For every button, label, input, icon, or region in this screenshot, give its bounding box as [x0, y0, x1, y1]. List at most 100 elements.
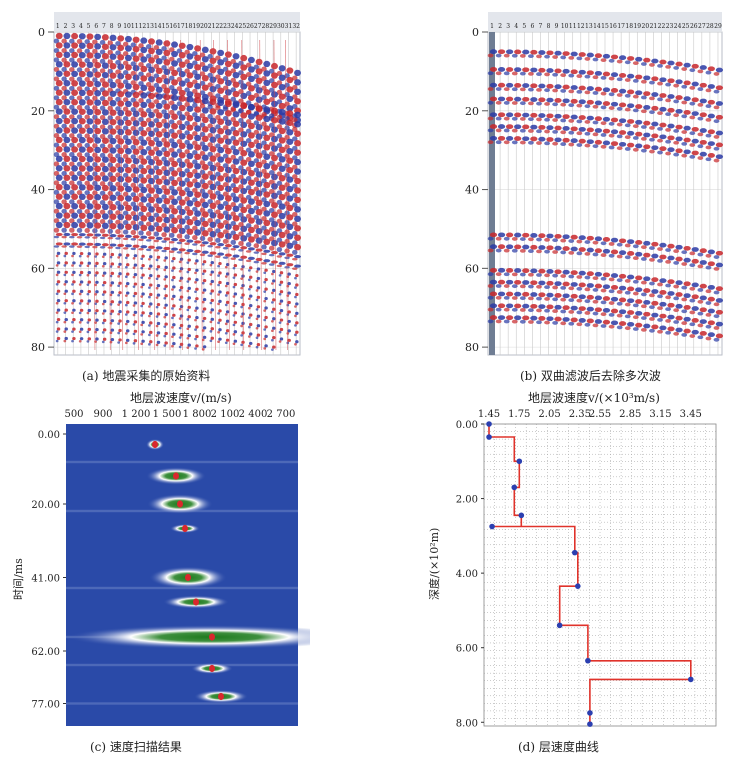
wiggle	[56, 289, 61, 293]
wiggle	[294, 234, 301, 241]
wiggle	[101, 34, 109, 41]
wiggle	[153, 63, 160, 70]
wiggle	[284, 201, 290, 207]
wiggle	[201, 116, 209, 124]
wiggle	[155, 77, 163, 84]
wiggle	[124, 129, 132, 136]
wiggle	[141, 320, 145, 324]
wiggle	[186, 318, 190, 321]
wiggle	[117, 166, 125, 173]
wiggle	[554, 281, 562, 287]
wiggle	[255, 308, 259, 311]
wiggle	[140, 46, 148, 54]
wiggle	[675, 124, 683, 130]
wiggle	[691, 294, 699, 300]
wiggle	[530, 233, 538, 238]
wiggle	[201, 220, 209, 228]
wiggle	[71, 184, 79, 191]
trace-label: 30	[277, 23, 285, 30]
wiggle	[101, 321, 105, 325]
wiggle	[570, 293, 578, 299]
wiggle	[101, 331, 105, 334]
wiggle	[55, 80, 63, 87]
wiggle	[69, 227, 75, 233]
wiggle	[568, 130, 575, 135]
wiggle	[187, 315, 191, 319]
wiggle	[713, 119, 720, 124]
wiggle	[55, 283, 59, 286]
wiggle	[207, 236, 213, 242]
wiggle	[261, 85, 267, 91]
wiggle	[602, 248, 611, 254]
wiggle	[222, 172, 229, 178]
wiggle	[261, 187, 267, 193]
wiggle	[72, 270, 76, 274]
wiggle	[55, 221, 63, 229]
wiggle	[86, 264, 90, 268]
wiggle	[155, 197, 163, 204]
wiggle	[178, 317, 182, 320]
wiggle	[148, 187, 155, 194]
wiggle	[194, 163, 202, 170]
wiggle	[286, 313, 290, 316]
wiggle	[649, 328, 655, 333]
wiggle	[278, 261, 286, 265]
wiggle	[155, 277, 159, 281]
wiggle	[125, 291, 130, 295]
wiggle	[276, 114, 283, 120]
wiggle	[675, 303, 683, 309]
wiggle	[705, 324, 712, 329]
wiggle	[276, 99, 283, 105]
wiggle	[649, 149, 655, 154]
wiggle	[528, 71, 534, 76]
wiggle	[667, 60, 675, 66]
wiggle	[624, 255, 631, 260]
wiggle	[287, 300, 291, 305]
wiggle	[145, 136, 152, 142]
wiggle	[241, 312, 245, 316]
wiggle	[536, 237, 542, 242]
trace-label: 4	[514, 23, 518, 30]
wiggle	[153, 73, 160, 79]
wiggle	[651, 105, 659, 111]
wiggle	[171, 141, 178, 149]
wiggle	[294, 295, 297, 299]
wiggle	[209, 108, 217, 115]
wiggle	[600, 324, 607, 328]
wiggle	[552, 129, 559, 134]
wiggle	[141, 273, 145, 277]
wiggle	[261, 262, 267, 265]
wiggle	[109, 175, 117, 183]
wiggle	[55, 212, 63, 219]
wiggle	[263, 259, 271, 263]
wiggle	[184, 224, 190, 230]
wiggle	[61, 208, 67, 214]
wiggle	[78, 33, 86, 40]
wiggle	[651, 312, 659, 318]
wiggle	[233, 282, 238, 287]
wiggle	[187, 305, 191, 309]
wiggle	[586, 235, 594, 241]
wiggle	[635, 56, 643, 62]
wiggle	[651, 277, 659, 283]
wiggle	[207, 254, 213, 257]
wiggle	[107, 49, 114, 55]
wiggle	[218, 261, 222, 266]
wiggle	[132, 244, 140, 248]
wiggle	[562, 68, 570, 74]
wiggle	[245, 128, 252, 134]
wiggle	[207, 189, 213, 195]
wiggle	[675, 148, 683, 154]
wiggle	[263, 210, 271, 217]
wiggle	[87, 252, 92, 256]
wiggle	[697, 299, 704, 304]
wiggle	[697, 116, 704, 121]
wiggle	[546, 304, 554, 310]
wiggle	[240, 267, 244, 271]
wiggle	[651, 145, 659, 151]
wiggle	[178, 95, 186, 102]
wiggle	[117, 35, 125, 42]
wiggle	[55, 174, 63, 181]
wiggle	[584, 104, 591, 109]
wiggle	[616, 313, 623, 318]
